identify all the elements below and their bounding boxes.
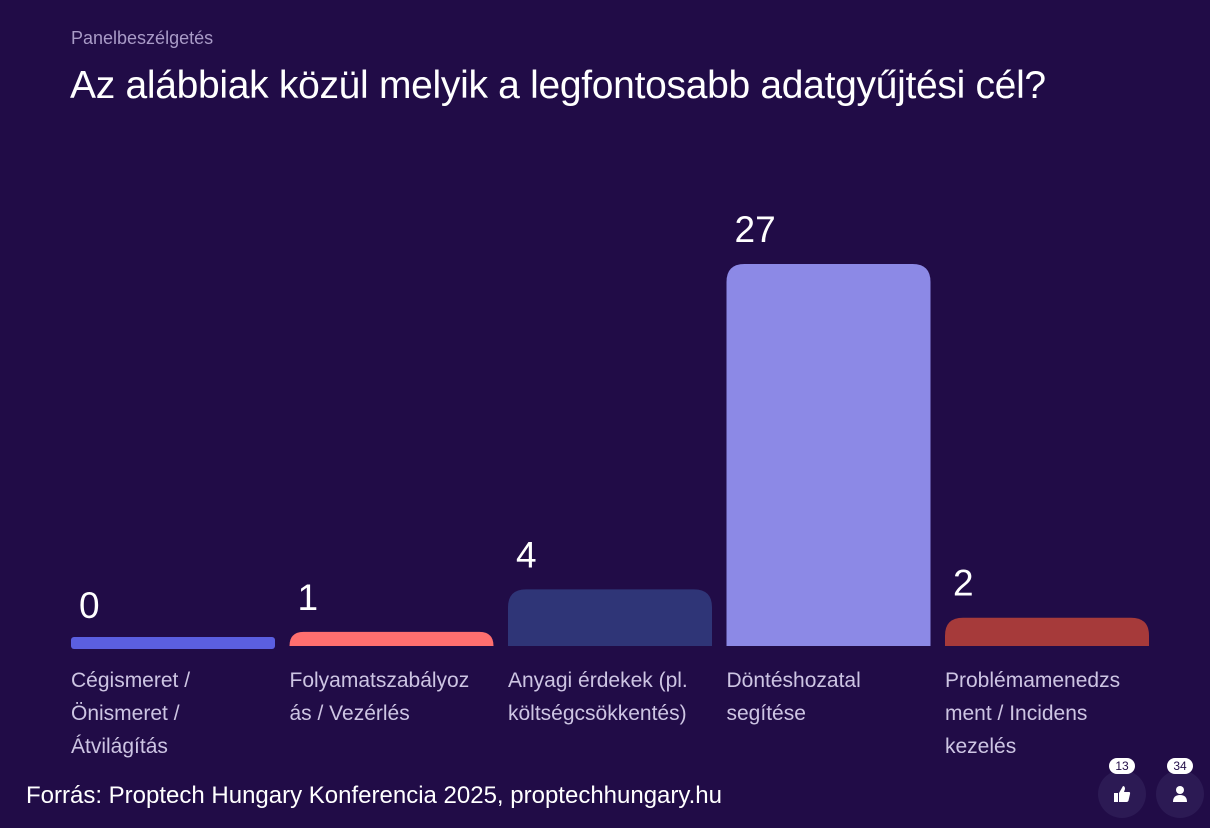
subtitle: Panelbeszélgetés [71, 28, 214, 48]
data-label-4: 2 [953, 563, 974, 604]
category-label-3: Döntéshozatal segítése [727, 664, 937, 730]
category-label-2: Anyagi érdekek (pl. költségcsökkentés) [508, 664, 718, 730]
category-label-line: Problémamenedzs [945, 669, 1121, 692]
data-label-1: 1 [298, 577, 319, 618]
thumbs-up-icon [1114, 786, 1131, 802]
category-label-line: segítése [726, 702, 806, 725]
category-label-line: Cégismeret / [71, 669, 191, 692]
participants-button[interactable]: 34 [1156, 758, 1204, 818]
category-label-line: Önismeret / [71, 702, 180, 725]
bar-3 [726, 264, 931, 646]
category-label-line: ment / Incidens [945, 702, 1088, 725]
bar-4 [945, 617, 1149, 646]
category-label-0: Cégismeret / Önismeret / Átvilágítás [71, 664, 281, 763]
category-label-line: Folyamatszabályoz [289, 669, 470, 692]
data-label-2: 4 [516, 534, 537, 575]
page-title: Az alábbiak közül melyik a legfontosabb … [70, 64, 1046, 107]
data-label-0: 0 [79, 585, 100, 626]
category-label-1: Folyamatszabályoz ás / Vezérlés [290, 664, 500, 730]
data-label-3: 27 [735, 209, 776, 250]
category-label-line: költségcsökkentés) [508, 702, 687, 725]
likes-count-badge: 13 [1109, 758, 1135, 774]
like-button[interactable]: 13 [1098, 758, 1146, 818]
category-label-line: kezelés [945, 735, 1017, 758]
category-label-line: Döntéshozatal [726, 669, 861, 692]
category-label-line: Átvilágítás [71, 735, 168, 758]
participants-count-badge: 34 [1167, 758, 1193, 774]
person-icon [1173, 786, 1187, 802]
category-label-4: Problémamenedzs ment / Incidens kezelés [945, 664, 1155, 763]
category-label-line: Anyagi érdekek (pl. [508, 669, 688, 692]
source-text: Forrás: Proptech Hungary Konferencia 202… [26, 782, 722, 809]
bar-2 [508, 589, 712, 646]
bar-1 [289, 631, 494, 646]
bar-0 [71, 637, 275, 649]
category-label-line: ás / Vezérlés [289, 702, 410, 725]
